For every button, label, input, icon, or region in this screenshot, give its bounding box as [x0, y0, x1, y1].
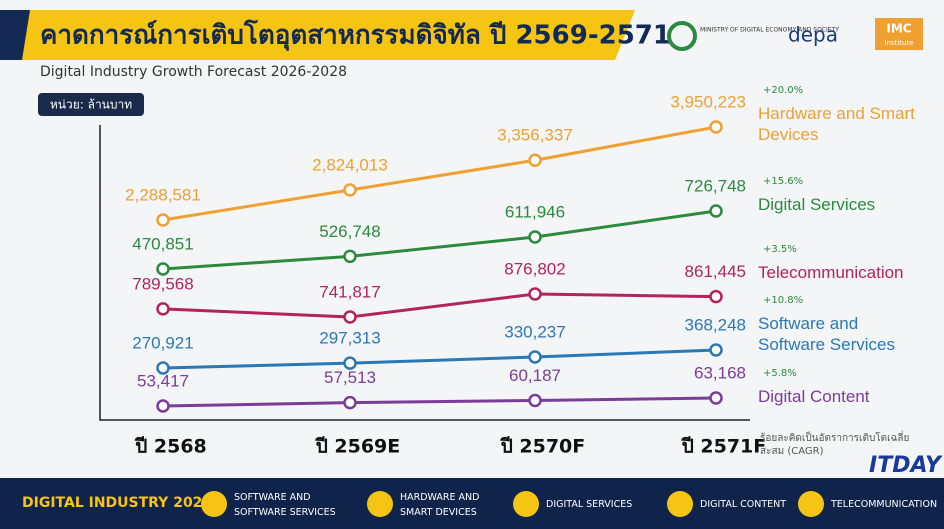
- x-tick-label: ปี 2569E: [315, 436, 400, 458]
- unit: หน่วย: ล้านบาท: [50, 98, 132, 112]
- series-name: Digital Services: [758, 195, 876, 214]
- point: [528, 393, 542, 408]
- cagr-label: +5.8%: [763, 368, 797, 379]
- value-label: 60,187: [509, 366, 561, 385]
- title-accent: [0, 10, 30, 60]
- point: [156, 399, 170, 413]
- footer-item: SOFTWARE AND SOFTWARE SERVICES: [234, 492, 336, 518]
- footer-item: DIGITAL SERVICES: [546, 499, 633, 510]
- point: [343, 249, 357, 264]
- value-label: 297,313: [319, 329, 380, 348]
- footer-item: DIGITAL CONTENT: [700, 499, 787, 510]
- point: [528, 230, 542, 244]
- imc-logo: [875, 18, 923, 50]
- logo-text: depa: [788, 23, 838, 47]
- point: [156, 302, 170, 316]
- point: [156, 262, 170, 276]
- subtitle: Digital Industry Growth Forecast 2026-20…: [40, 64, 347, 80]
- point: [709, 289, 723, 304]
- series-line: [162, 348, 717, 370]
- point: [709, 391, 723, 405]
- value-label: 611,946: [505, 203, 565, 222]
- value-label: 861,445: [685, 262, 746, 281]
- point: [343, 395, 357, 410]
- x-tick-label: ปี 2571F: [681, 436, 766, 458]
- series-line: [162, 396, 717, 408]
- series-line: [162, 125, 717, 222]
- footer-item: TELECOMMUNICATION: [831, 499, 938, 510]
- title: คาดการณ์การเติบโตอุตสาหกรรมดิจิทัล ปี 25…: [40, 19, 671, 52]
- value-label: 63,168: [694, 363, 746, 382]
- series-name: Hardware and Smart Devices: [758, 104, 915, 144]
- point: [709, 343, 723, 357]
- point: [343, 356, 357, 370]
- value-label: 270,921: [132, 333, 193, 352]
- footer-icon: [513, 491, 539, 517]
- value-label: 330,237: [504, 323, 565, 342]
- footer-icon: [798, 491, 824, 517]
- cagr-note: ร้อยละคิดเป็นอัตราการเติบโตเฉลี่ยสะสม (C…: [760, 433, 910, 457]
- axis: [99, 125, 750, 421]
- value-label: 526,748: [319, 222, 380, 241]
- value-label: 2,824,013: [312, 156, 388, 175]
- value-label: 741,817: [319, 282, 380, 301]
- value-label: 876,802: [504, 259, 565, 278]
- unit-box: [38, 93, 144, 116]
- footer-icon: [367, 491, 393, 517]
- point: [343, 183, 357, 197]
- cagr-label: +15.6%: [763, 176, 804, 187]
- value-label: 2,288,581: [125, 185, 201, 204]
- value-label: 57,513: [324, 368, 376, 387]
- logo-text: Institute: [884, 39, 913, 47]
- series-name: Telecommunication: [758, 263, 904, 282]
- point: [528, 350, 542, 364]
- footer-title: DIGITAL INDUSTRY 2025: [22, 495, 212, 511]
- series-line: [162, 292, 717, 319]
- point: [156, 361, 170, 375]
- point: [709, 204, 723, 218]
- series-name: Digital Content: [758, 387, 870, 406]
- footer-bar: [0, 478, 944, 529]
- cagr-label: +20.0%: [763, 85, 804, 96]
- series-line: [162, 209, 717, 271]
- x-tick-label: ปี 2568: [134, 436, 206, 458]
- brand: ITDAY: [869, 453, 943, 478]
- value-label: 789,568: [132, 274, 193, 293]
- value-label: 470,851: [132, 234, 193, 253]
- logo-text: IMC: [886, 22, 911, 36]
- footer-icon: [667, 491, 693, 517]
- value-label: 53,417: [137, 371, 189, 390]
- value-label: 3,356,337: [497, 126, 573, 145]
- footer-icon: [201, 491, 227, 517]
- point: [156, 213, 170, 227]
- value-label: 726,748: [685, 176, 746, 195]
- cagr-label: +10.8%: [763, 295, 804, 306]
- mdes-logo: [667, 21, 697, 51]
- value-label: 3,950,223: [670, 92, 746, 111]
- logo-text: MINISTRY OF DIGITAL ECONOMY AND SOCIETY: [700, 27, 839, 34]
- point: [343, 310, 357, 324]
- cagr-label: +3.5%: [763, 244, 797, 255]
- series-name: Software and Software Services: [758, 314, 895, 354]
- title-banner: [0, 10, 635, 60]
- point: [709, 120, 723, 134]
- point: [528, 287, 542, 301]
- x-tick-label: ปี 2570F: [500, 436, 585, 458]
- point: [528, 153, 542, 167]
- value-label: 368,248: [685, 315, 746, 334]
- footer-item: HARDWARE AND SMART DEVICES: [400, 492, 480, 518]
